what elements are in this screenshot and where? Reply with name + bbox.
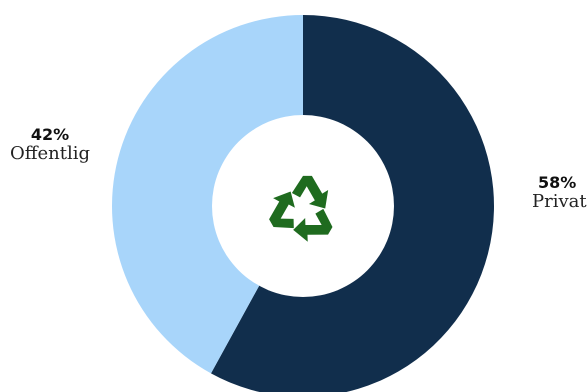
slice-percent-offentlig: 42% xyxy=(30,125,70,144)
donut-hole xyxy=(212,115,394,297)
slice-label-privat: 58% Privat xyxy=(522,173,588,213)
slice-offentlig xyxy=(112,15,304,374)
recycle-icon xyxy=(269,175,333,242)
slice-name-offentlig: Offentlig xyxy=(9,143,91,165)
slice-label-offentlig: 42% Offentlig xyxy=(0,125,100,165)
slice-name-privat: Privat xyxy=(532,191,587,213)
slice-percent-privat: 58% xyxy=(538,173,577,192)
